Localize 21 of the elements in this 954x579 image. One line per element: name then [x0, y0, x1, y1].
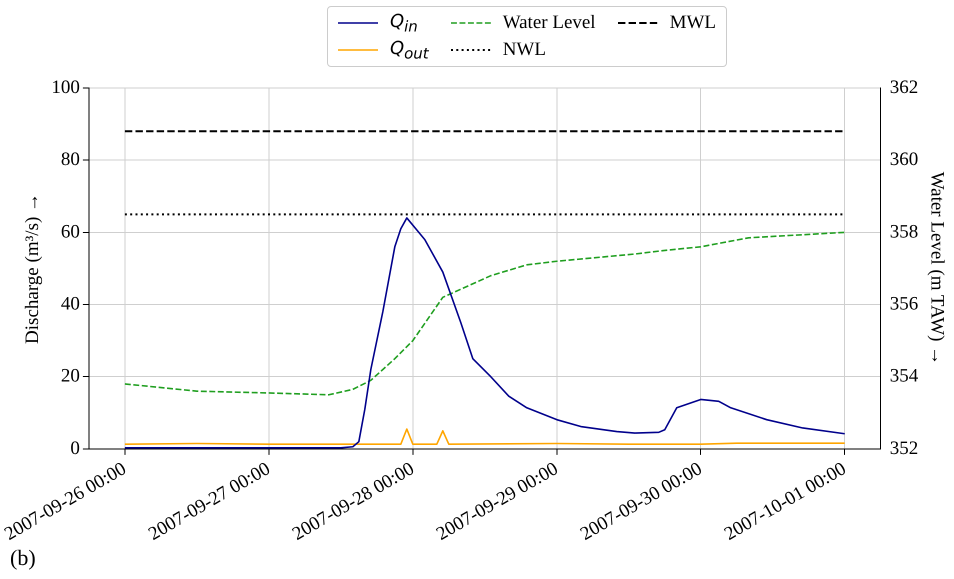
y2-tick-label: 358: [890, 221, 918, 242]
y-tick-label: 100: [51, 76, 80, 98]
legend-label: Water Level: [502, 12, 596, 34]
y2-tick-label: 354: [890, 366, 919, 387]
y-tick-label: 60: [60, 221, 80, 242]
y-tick-label: 20: [60, 366, 80, 387]
line-series: [124, 232, 846, 396]
legend-label: NWL: [502, 38, 546, 61]
y2-tick-label: 362: [890, 76, 918, 98]
y2-tick-label: 352: [890, 438, 918, 459]
legend-label: MWL: [670, 12, 716, 34]
legend-label: Q$_{in}$: [390, 11, 418, 36]
y-tick-label: 0: [70, 438, 80, 459]
text: (b): [10, 545, 36, 570]
y-tick-label: 80: [60, 149, 80, 170]
legend-label: Q$_{out}$: [390, 38, 429, 62]
y-tick-label: 40: [60, 294, 80, 315]
y2-axis-title: Water Level (m TAW) →: [926, 172, 948, 366]
y2-tick-label: 360: [890, 149, 918, 170]
y-axis-title: Discharge (m³/s) →: [22, 192, 43, 344]
y2-tick-label: 356: [890, 294, 918, 315]
